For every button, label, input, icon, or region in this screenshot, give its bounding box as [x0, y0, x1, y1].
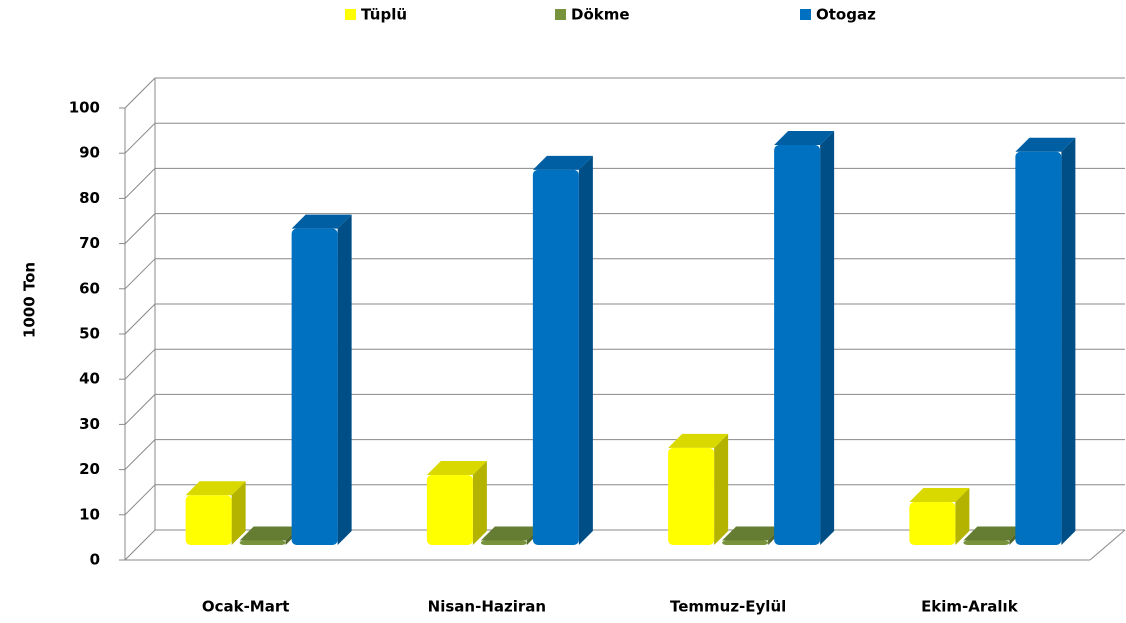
bar [909, 502, 956, 545]
bar-side [472, 460, 487, 545]
y-tick-label: 30 [79, 415, 100, 433]
grid-line [124, 77, 156, 109]
legend-swatch [555, 9, 566, 20]
x-tick-label: Temmuz-Eylül [670, 598, 786, 616]
y-tick-label: 40 [79, 370, 100, 388]
bar-top [774, 130, 835, 145]
legend-swatch [345, 9, 356, 20]
y-tick-label: 20 [79, 460, 100, 478]
bar [291, 228, 338, 545]
grid-line [124, 484, 156, 516]
bar [963, 540, 1010, 545]
x-tick-label: Ocak-Mart [202, 598, 290, 616]
legend-label: Tüplü [361, 6, 407, 24]
bar-top [532, 155, 593, 170]
grid-line [124, 394, 156, 425]
y-axis-label: 1000 Ton [21, 262, 39, 338]
bar [532, 169, 579, 545]
bar-side [955, 488, 970, 545]
x-tick-label: Nisan-Haziran [428, 598, 546, 616]
bar [668, 447, 715, 545]
grid-line [124, 348, 156, 380]
grid-line [124, 168, 156, 199]
grid-line [124, 529, 156, 561]
bar [722, 540, 769, 545]
legend-label: Otogaz [816, 6, 876, 24]
y-tick-label: 60 [79, 279, 100, 297]
bar-side [578, 155, 593, 545]
y-tick-label: 100 [69, 99, 100, 117]
bar-top [291, 214, 352, 229]
bar-top [239, 526, 300, 541]
bar [426, 474, 473, 545]
bar-top [480, 526, 541, 541]
legend-label: Dökme [571, 6, 630, 24]
bar [239, 540, 286, 545]
y-tick-label: 0 [90, 551, 100, 569]
bar [774, 144, 821, 546]
grid-line [124, 122, 156, 154]
bar-side [337, 214, 352, 545]
bar-side [714, 433, 729, 545]
grid-line [124, 258, 156, 290]
y-tick-label: 90 [79, 144, 100, 162]
bar-top [963, 526, 1024, 541]
x-tick-label: Ekim-Aralık [921, 598, 1019, 616]
bar [1015, 151, 1062, 545]
bar-top [426, 460, 487, 475]
bar-side [820, 130, 835, 546]
bar-top [1015, 137, 1076, 152]
y-tick-label: 70 [79, 234, 100, 252]
bar-top [668, 433, 729, 448]
legend-swatch [800, 9, 811, 20]
bar-top [722, 526, 783, 541]
y-tick-label: 10 [79, 505, 100, 523]
bar [480, 540, 527, 545]
bar [185, 495, 232, 545]
grid-line [124, 303, 156, 335]
bar-top [185, 481, 246, 496]
grid-line [124, 213, 156, 244]
bar-side [1061, 137, 1076, 545]
floor-edge [1089, 529, 1126, 561]
bar-side [231, 481, 246, 545]
y-tick-label: 50 [79, 325, 100, 343]
grid-line [124, 439, 156, 470]
y-tick-label: 80 [79, 189, 100, 207]
bar-top [909, 488, 970, 503]
